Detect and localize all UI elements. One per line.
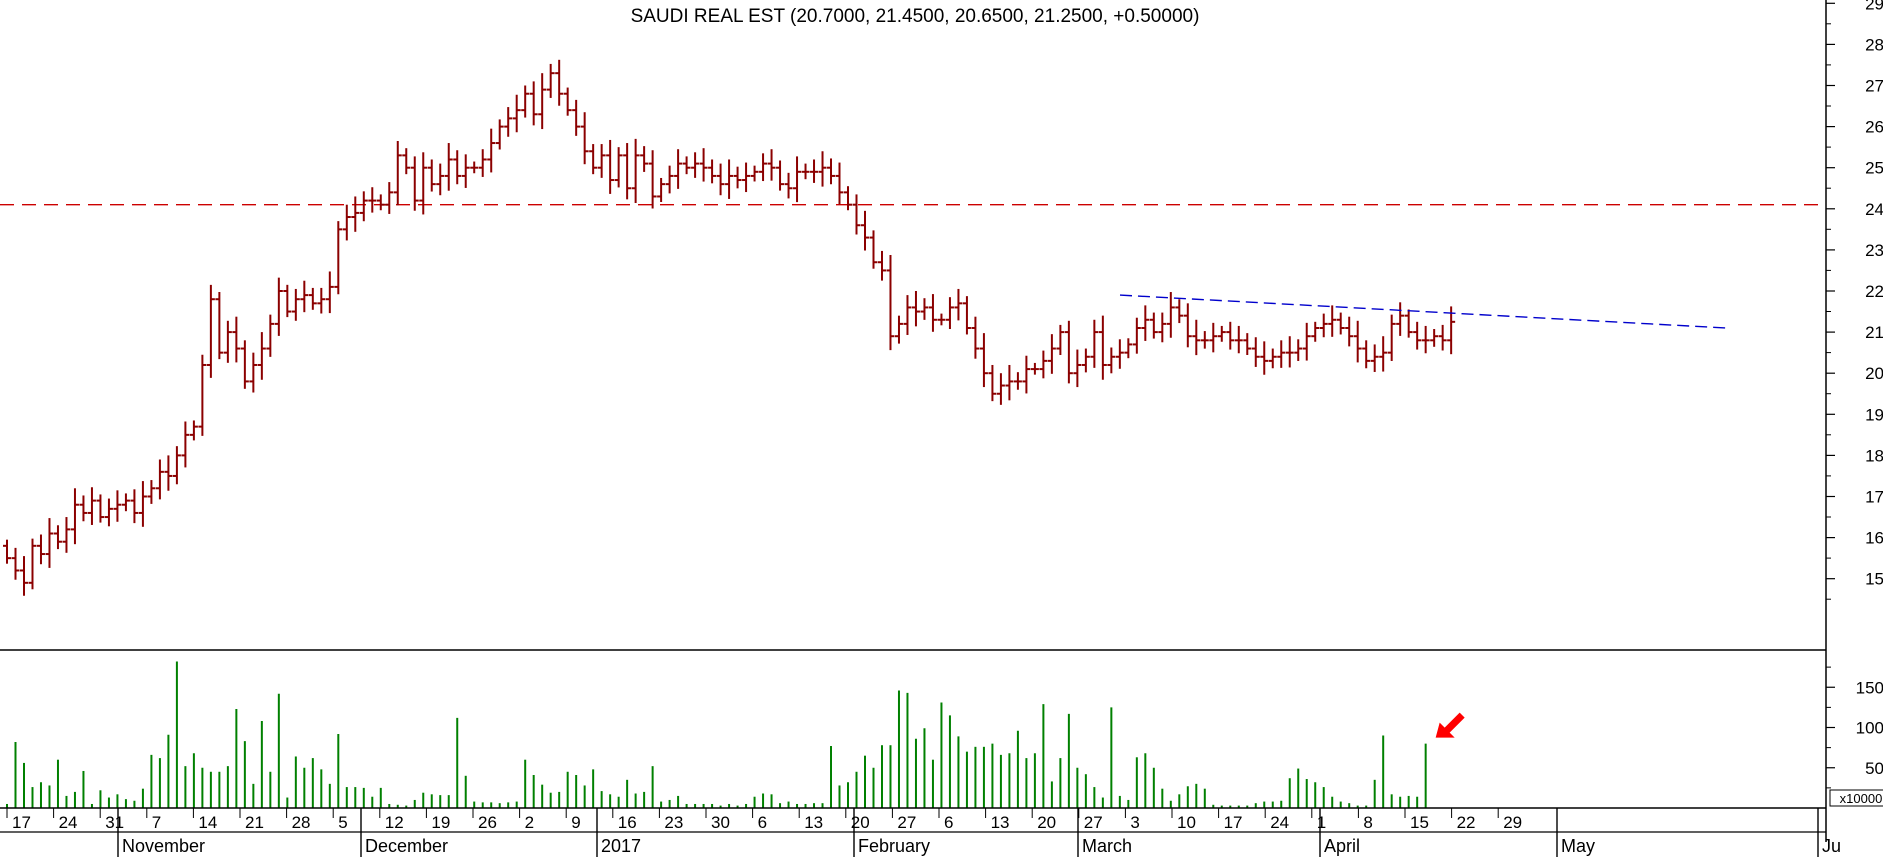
day-label: 13 <box>804 813 823 832</box>
price-tick-label: 29 <box>1865 0 1883 13</box>
volume-unit-box <box>1829 789 1883 807</box>
price-tick-label: 22 <box>1865 282 1883 301</box>
price-tick-label: 25 <box>1865 159 1883 178</box>
volume-tick-label: 100 <box>1856 719 1883 738</box>
chart-title: SAUDI REAL EST (20.7000, 21.4500, 20.650… <box>631 6 1200 27</box>
day-label: 16 <box>618 813 637 832</box>
month-label: April <box>1324 836 1360 856</box>
month-label: May <box>1561 836 1595 856</box>
month-label: November <box>122 836 205 856</box>
trendline <box>1119 294 1727 329</box>
volume-unit-label: x10000 <box>1840 791 1883 806</box>
price-tick-label: 23 <box>1865 241 1883 260</box>
day-label: 10 <box>1177 813 1196 832</box>
volume-tick-label: 50 <box>1865 759 1883 778</box>
day-label: 24 <box>1270 813 1289 832</box>
price-tick-label: 28 <box>1865 35 1883 54</box>
month-label: March <box>1082 836 1132 856</box>
price-tick-label: 19 <box>1865 405 1883 424</box>
price-tick-label: 24 <box>1865 200 1883 219</box>
month-label: December <box>365 836 448 856</box>
red-arrow-annotation <box>1435 712 1465 738</box>
month-label: Ju <box>1822 836 1841 856</box>
day-label: 6 <box>944 813 953 832</box>
price-tick-label: 16 <box>1865 529 1883 548</box>
day-label: 6 <box>758 813 767 832</box>
price-panel <box>0 59 1826 596</box>
day-label: 9 <box>571 813 580 832</box>
day-label: 12 <box>385 813 404 832</box>
day-label: 28 <box>292 813 311 832</box>
price-tick-label: 17 <box>1865 488 1883 507</box>
day-label: 1 <box>1317 813 1326 832</box>
day-label: 24 <box>59 813 78 832</box>
day-label: 30 <box>711 813 730 832</box>
day-label: 20 <box>1037 813 1056 832</box>
day-label: 22 <box>1457 813 1476 832</box>
day-label: 14 <box>198 813 217 832</box>
month-label: 2017 <box>601 836 641 856</box>
price-tick-label: 18 <box>1865 446 1883 465</box>
day-label: 27 <box>897 813 916 832</box>
volume-panel <box>6 661 1465 808</box>
day-label: 15 <box>1410 813 1429 832</box>
day-label: 3 <box>1130 813 1139 832</box>
price-tick-label: 27 <box>1865 77 1883 96</box>
price-tick-label: 15 <box>1865 570 1883 589</box>
day-label: 7 <box>152 813 161 832</box>
day-label: 5 <box>338 813 347 832</box>
day-label: 26 <box>478 813 497 832</box>
price-tick-label: 20 <box>1865 364 1883 383</box>
day-label: 2 <box>525 813 534 832</box>
day-label: 27 <box>1084 813 1103 832</box>
day-label: 8 <box>1363 813 1372 832</box>
price-tick-label: 26 <box>1865 118 1883 137</box>
day-label: 21 <box>245 813 264 832</box>
price-tick-label: 21 <box>1865 323 1883 342</box>
volume-tick-label: 150 <box>1856 678 1883 697</box>
day-label: 31 <box>105 813 124 832</box>
day-label: 19 <box>431 813 450 832</box>
day-label: 29 <box>1503 813 1522 832</box>
day-label: 17 <box>12 813 31 832</box>
day-label: 23 <box>664 813 683 832</box>
day-label: 20 <box>851 813 870 832</box>
month-label: February <box>858 836 930 856</box>
day-label: 17 <box>1224 813 1243 832</box>
day-label: 13 <box>991 813 1010 832</box>
